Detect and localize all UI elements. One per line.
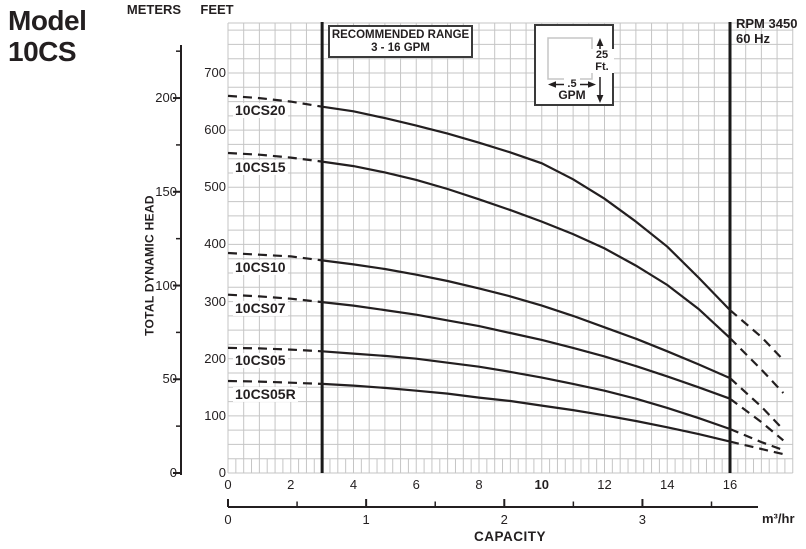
curve-label-10CS20: 10CS20 [233, 102, 288, 119]
recommended-range-line2: 3 - 16 GPM [371, 42, 430, 54]
scale-legend-gpm-value: .5 [564, 78, 580, 91]
recommended-range-box: RECOMMENDED RANGE 3 - 16 GPM [328, 25, 473, 58]
pump-curve-segment [729, 397, 785, 442]
pump-curve-segment [729, 309, 785, 361]
gpm-tick-label: 8 [475, 477, 483, 492]
arrowhead-icon [588, 81, 596, 88]
curve-label-10CS15: 10CS15 [233, 158, 288, 175]
rpm-note: RPM 3450 60 Hz [736, 16, 797, 46]
scale-legend-feet-unit: Ft. [595, 61, 609, 73]
feet-tick-label: 100 [204, 407, 226, 423]
pump-curve-segment [227, 293, 323, 304]
pump-curve-segment [321, 259, 731, 380]
gpm-tick-label: 6 [412, 477, 420, 492]
gpm-tick-label: 14 [660, 477, 675, 492]
arrowhead-icon [596, 95, 604, 103]
pump-curve-segment [729, 337, 785, 394]
pump-curve-segment [321, 105, 731, 311]
pump-curve-segment [729, 440, 784, 456]
pump-curve-segment [227, 379, 323, 385]
pump-curve-segment [729, 377, 785, 431]
pump-curve-segment [227, 251, 323, 262]
meters-tick-label: 0 [169, 465, 177, 480]
pump-curve-segment [322, 350, 731, 431]
curve-label-10CS05: 10CS05 [233, 352, 288, 369]
gpm-tick-label: 10 [534, 477, 549, 492]
m3hr-unit-label: m³/hr [762, 511, 795, 526]
pump-curve-segment [321, 301, 731, 400]
page-title-line2: 10CS [8, 36, 77, 67]
m3hr-tick-label: 1 [362, 512, 370, 527]
feet-tick-label: 500 [204, 179, 226, 195]
page-title-line1: Model [8, 5, 87, 36]
feet-tick-label: 0 [218, 465, 226, 480]
meters-tick-label: 200 [155, 90, 177, 106]
curve-label-10CS07: 10CS07 [233, 300, 288, 317]
scale-legend-feet-value: 25 [595, 49, 609, 61]
gpm-tick-label: 12 [597, 477, 612, 492]
recommended-range-line1: RECOMMENDED RANGE [331, 29, 470, 41]
curve-label-10CS05R: 10CS05R [233, 385, 298, 402]
pump-curve-segment [227, 151, 323, 163]
feet-tick-label: 600 [204, 122, 226, 138]
gpm-tick-label: 4 [349, 477, 358, 492]
meters-tick-label: 50 [162, 371, 177, 387]
pump-curve-segment [227, 346, 323, 353]
m3hr-tick-label: 2 [500, 512, 508, 527]
pump-curve-segment [729, 427, 784, 452]
page-title: Model 10CS [8, 5, 87, 67]
pump-curve-segment [227, 94, 323, 108]
gpm-tick-label: 16 [722, 477, 738, 492]
arrowhead-icon [548, 81, 556, 88]
feet-tick-label: 300 [204, 293, 226, 309]
feet-tick-label: 400 [204, 236, 226, 252]
feet-tick-label: 200 [204, 350, 226, 366]
pump-curve-segment [322, 382, 731, 443]
scale-legend-cell [547, 37, 593, 80]
m3hr-tick-label: 0 [224, 512, 232, 527]
arrowhead-icon [596, 38, 604, 46]
feet-tick-label: 700 [204, 64, 226, 80]
curve-label-10CS10: 10CS10 [233, 258, 288, 275]
scale-legend-feet-text: 25 Ft. [590, 49, 614, 73]
meters-tick-label: 100 [155, 277, 177, 293]
m3hr-tick-label: 3 [638, 512, 647, 527]
pump-curve-segment [321, 160, 731, 339]
gpm-tick-label: 0 [224, 477, 232, 492]
rpm-note-line2: 60 Hz [736, 31, 770, 46]
feet-axis-header: FEET [200, 2, 234, 17]
x-axis-title: CAPACITY [473, 529, 546, 544]
meters-axis-header: METERS [126, 2, 182, 17]
rpm-note-line1: RPM 3450 [736, 16, 798, 31]
scale-legend-gpm-unit: GPM [558, 88, 586, 102]
meters-tick-label: 150 [155, 183, 177, 199]
gpm-tick-label: 2 [287, 477, 295, 492]
